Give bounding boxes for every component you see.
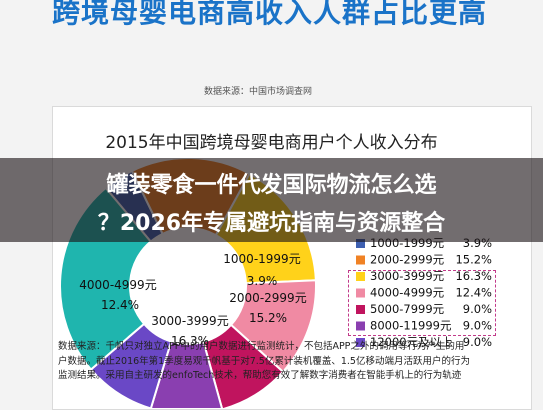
legend-value-2000-2999: 15.2% — [455, 253, 492, 267]
callout-value-2: 15.2% — [249, 311, 287, 325]
footnote-line-3: 监测结果。采用自主研发的enfoTech技术，帮助您有效了解数字消费者在智能手机… — [58, 370, 462, 381]
slice-6 — [149, 340, 223, 408]
legend-value-8000-11999: 9.0% — [463, 319, 492, 333]
legend-value-3000-3999: 16.3% — [455, 269, 492, 283]
legend-value-4000-4999: 12.4% — [455, 286, 492, 300]
legend-highlight-box — [348, 270, 496, 336]
legend-value-5000-7999: 9.0% — [463, 302, 492, 316]
callout-label-1: 1000-1999元 — [223, 252, 300, 266]
callout-value-3: 16.3% — [171, 334, 209, 348]
legend-swatch-8000-11999 — [356, 321, 365, 331]
legend-swatch-2000-2999 — [356, 255, 365, 265]
footnote-line-1: 数据来源：千帆只对独立APP中的用户数据进行监测统计，不包括APP之外的调用等行… — [58, 341, 465, 352]
legend-swatch-12000 — [356, 338, 365, 347]
slice-5 — [202, 323, 285, 408]
legend-label-12000: 12000元及以上 — [370, 335, 453, 349]
callout-label-2: 2000-2999元 — [229, 291, 306, 305]
legend-swatch-5000-7999 — [356, 305, 365, 314]
chart-title: 2015年中国跨境母婴电商用户个人收入分布 — [105, 133, 438, 153]
page-title: 跨境母婴电商高收入人群占比更高 — [52, 0, 488, 29]
legend-label-8000-11999: 8000-11999元 — [370, 319, 452, 333]
legend-label-5000-7999: 5000-7999元 — [370, 302, 445, 316]
chart-legend: 1000-1999元 3.9%2000-2999元 15.2%3000-3999元 1… — [356, 236, 492, 349]
callout-value-4: 12.4% — [101, 298, 139, 312]
slice-callouts: 1000-1999元 3.9% 2000-2999元 15.2% 3000-3999元 1… — [79, 252, 306, 348]
legend-label-4000-4999: 4000-4999元 — [370, 286, 445, 300]
legend-swatch-4000-4999 — [356, 288, 365, 298]
data-source-label: 数据来源：中国市场调查网 — [204, 87, 313, 97]
overlay-banner — [0, 158, 543, 242]
footnote-line-2: 户数据。截止2016年第1季度易观千帆基于对7.5亿累计装机覆盖、1.5亿移动端… — [58, 355, 470, 367]
legend-label-3000-3999: 3000-3999元 — [370, 269, 445, 283]
legend-value-12000: 9.0% — [463, 335, 492, 349]
legend-swatch-3000-3999 — [356, 272, 365, 281]
callout-label-3: 3000-3999元 — [151, 314, 228, 328]
legend-swatch-1000-1999 — [356, 239, 365, 248]
legend-label-2000-2999: 2000-2999元 — [370, 253, 445, 267]
callout-value-1: 3.9% — [247, 274, 278, 288]
overlay-headline-line-2: ？2026年专属避坑指南与资源整合 — [97, 211, 446, 236]
callout-label-4: 4000-4999元 — [79, 278, 156, 292]
footnote: 数据来源：千帆只对独立APP中的用户数据进行监测统计，不包括APP之外的调用等行… — [58, 340, 524, 408]
overlay-headline-line-1: 罐装零食一件代发国际物流怎么选 — [106, 173, 437, 198]
